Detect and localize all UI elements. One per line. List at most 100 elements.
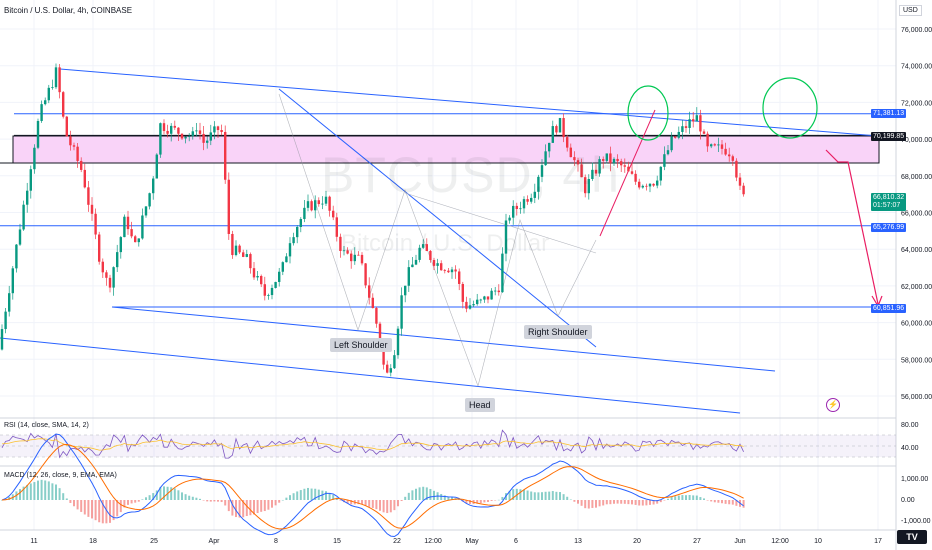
macd-histogram-bar	[91, 500, 93, 519]
candle-body	[458, 271, 461, 284]
macd-histogram-bar	[141, 499, 144, 500]
candle-body	[94, 213, 97, 235]
candle-body	[137, 238, 140, 243]
macd-histogram-bar	[609, 500, 612, 505]
rsi-tick-label: 80.00	[901, 422, 919, 429]
candle-body	[594, 169, 598, 174]
trendlines	[0, 68, 879, 414]
candle-body	[227, 179, 230, 234]
macd-histogram-bar	[123, 500, 126, 508]
macd-histogram-bar	[598, 500, 601, 507]
projection-path	[825, 149, 879, 305]
candle-body	[472, 304, 475, 306]
candle-body	[706, 133, 709, 147]
price-tick-label: 74,000.00	[901, 64, 932, 71]
macd-histogram-bar	[242, 500, 245, 518]
macd-histogram-bar	[555, 491, 558, 500]
macd-histogram-bar	[530, 491, 533, 500]
price-axis[interactable]: 76,000.00 74,000.00 72,000.00 70,000.00 68,0…	[901, 27, 932, 525]
time-tick-label: 17	[874, 538, 882, 545]
candle-body	[216, 126, 220, 131]
candle-body	[65, 116, 68, 137]
candle-body	[728, 154, 731, 157]
macd-histogram-bar	[562, 494, 565, 500]
macd-histogram-bar	[26, 484, 29, 500]
candle-body	[342, 250, 346, 252]
macd-histogram-bar	[731, 500, 734, 505]
level-tag-60851: 60,851.96	[871, 304, 907, 313]
macd-histogram-bar	[494, 500, 497, 501]
macd-histogram-bar	[98, 500, 101, 523]
candle-body	[720, 144, 724, 149]
candle-body	[620, 161, 623, 166]
lightning-icon[interactable]: ⚡	[826, 398, 840, 412]
candle-body	[681, 126, 684, 132]
macd-histogram-bar	[551, 491, 554, 500]
macd-histogram-bar	[328, 493, 331, 500]
macd-histogram-bar	[573, 500, 576, 502]
macd-histogram-bar	[483, 500, 486, 503]
macd-histogram-bar	[566, 496, 569, 500]
macd-histogram-bar	[177, 490, 180, 500]
macd-histogram-bar	[163, 486, 165, 500]
candle-body	[558, 118, 562, 133]
currency-button[interactable]: USD	[899, 5, 922, 16]
lower-channel-line	[111, 306, 776, 372]
macd-histogram-bar	[238, 500, 241, 518]
candle-body	[346, 250, 349, 254]
macd-histogram-bar	[713, 500, 716, 503]
macd-histogram-bar	[364, 500, 367, 506]
candle-body	[630, 171, 634, 174]
candle-body	[569, 147, 572, 158]
macd-label[interactable]: MACD (12, 26, close, 9, EMA, EMA)	[4, 472, 117, 479]
time-tick-label: 22	[393, 538, 401, 545]
macd-signal-line	[1, 443, 744, 530]
macd-histogram-bar	[76, 500, 79, 510]
macd-histogram-bar	[271, 500, 273, 508]
name-watermark: Bitcoin / U.S. Dollar	[341, 230, 550, 257]
macd-histogram-bar	[119, 500, 122, 513]
candle-body	[713, 144, 716, 146]
level-tag-71381: 71,381.13	[871, 109, 907, 118]
macd-histogram-bar	[224, 500, 227, 506]
macd-histogram-bar	[580, 500, 583, 506]
time-axis[interactable]: 11 18 25 Apr 8 15 22 12:00 May 6 13 20 27 Jun 12:00 10 1…	[30, 538, 882, 545]
macd-histogram-bar	[652, 500, 655, 505]
price-tick-label: 76,000.00	[901, 27, 932, 34]
macd-histogram-bar	[274, 500, 277, 506]
time-tick-label: 10	[814, 538, 822, 545]
candle-body	[260, 275, 263, 285]
macd-histogram-bar	[433, 490, 435, 500]
candle-body	[522, 199, 526, 209]
macd-histogram-bar	[1, 500, 3, 501]
candle-body	[213, 126, 216, 133]
candle-body	[29, 169, 32, 191]
macd-histogram-bar	[397, 500, 399, 507]
candle-body	[339, 236, 342, 251]
macd-histogram-bar	[37, 480, 39, 500]
macd-line	[1, 433, 744, 538]
time-tick-label: 18	[89, 538, 97, 545]
macd-histogram-bar	[742, 500, 745, 508]
candle-body	[731, 156, 734, 161]
candle-body	[83, 169, 86, 188]
rsi-label[interactable]: RSI (14, close, SMA, 14, 2)	[4, 422, 89, 429]
macd-histogram-bar	[638, 500, 641, 506]
candle-body	[371, 297, 374, 309]
candle-body	[206, 140, 209, 143]
candle-body	[184, 136, 187, 139]
macd-histogram-bar	[184, 494, 187, 500]
candle-body	[126, 216, 130, 230]
macd-histogram-bar	[83, 500, 86, 515]
macd-histogram-bar	[249, 500, 252, 516]
macd-histogram-bar	[69, 500, 72, 503]
macd-histogram-bar	[616, 500, 619, 504]
candle-body	[292, 237, 295, 244]
candle-body	[299, 219, 302, 228]
macd-histogram-bar	[159, 487, 162, 500]
candle-body	[735, 160, 738, 178]
macd-histogram-bar	[634, 500, 637, 505]
macd-histogram-bar	[368, 500, 371, 507]
macd-histogram-bar	[537, 492, 540, 500]
